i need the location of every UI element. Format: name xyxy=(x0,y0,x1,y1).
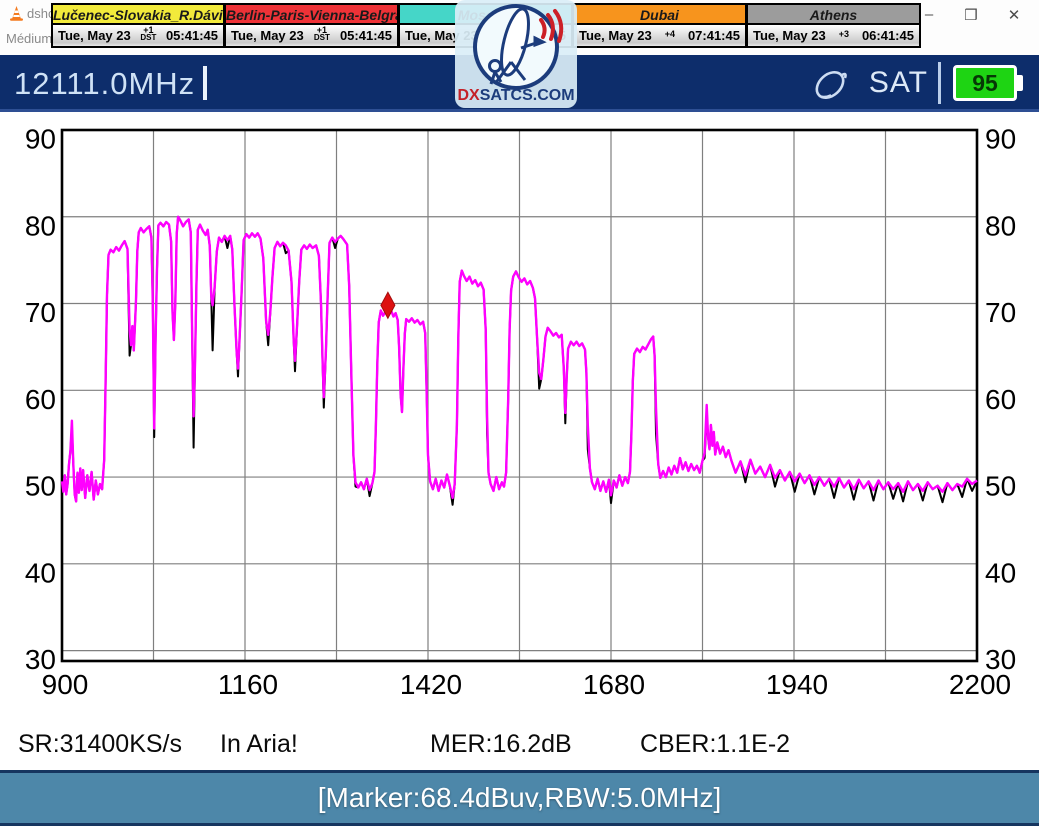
spectrum-marker[interactable] xyxy=(380,291,396,320)
y-axis-label-right: 70 xyxy=(985,297,1016,328)
clock-panel-2: Berlin-Paris-Vienna-Belgrade Tue, May 23 +… xyxy=(225,3,399,48)
sat-label: SAT xyxy=(868,66,928,99)
battery-percent: 95 xyxy=(972,69,998,96)
vlc-cone-icon xyxy=(10,6,23,21)
lock-status-text: In Aria! xyxy=(220,730,298,758)
mer-value: MER:16.2dB xyxy=(430,730,572,758)
close-button[interactable]: ✕ xyxy=(1007,7,1021,24)
logo-dish xyxy=(488,7,547,85)
plot-border xyxy=(60,128,979,663)
dxsatcs-logo: DXSATCS.COM xyxy=(455,0,577,108)
cber-value: CBER:1.1E-2 xyxy=(640,730,791,758)
clock-time: 06:41:45 xyxy=(861,28,914,43)
frequency-input[interactable]: 12111.0MHz xyxy=(14,66,208,102)
y-axis-label-right: 60 xyxy=(985,384,1016,415)
dst-label: DST xyxy=(313,33,330,42)
offset-value: +4 xyxy=(664,28,675,39)
window-title-text: dshc xyxy=(27,6,55,21)
clock-panel-5: Athens Tue, May 23 +3 06:41:45 xyxy=(747,3,921,48)
offset-value: +1 xyxy=(316,25,327,35)
y-axis-label-left: 90 xyxy=(25,124,56,155)
x-axis-label: 1680 xyxy=(583,669,645,700)
y-axis-label-left: 80 xyxy=(25,210,56,241)
battery-icon: 95 xyxy=(953,65,1017,101)
signal-status-row: SR:31400KS/s In Aria! MER:16.2dB CBER:1.… xyxy=(0,722,1039,770)
maximize-button[interactable]: ❒ xyxy=(964,7,978,24)
logo-signal-arcs xyxy=(539,9,564,43)
clock-time-row: Tue, May 23 +1 DST 05:41:45 xyxy=(226,25,397,46)
y-axis-label-left: 40 xyxy=(25,557,56,588)
battery-nub xyxy=(1017,75,1023,91)
marker-readout-text: [Marker:68.4dBuv,RBW:5.0MHz] xyxy=(317,782,722,813)
offset-value: +3 xyxy=(838,28,849,39)
clock-utc-offset: +1 DST xyxy=(140,25,157,42)
y-axis-label-left: 30 xyxy=(25,644,56,675)
frequency-value: 12111.0MHz xyxy=(14,66,196,101)
clock-utc-offset: +4 xyxy=(664,28,675,39)
clock-time: 05:41:45 xyxy=(165,28,218,43)
satellite-dish-icon xyxy=(815,70,847,100)
logo-text: DXSATCS.COM xyxy=(457,87,574,104)
clock-time-row: Tue, May 23 +1 DST 05:41:45 xyxy=(53,25,223,46)
y-axis-label-left: 60 xyxy=(25,384,56,415)
clock-date: Tue, May 23 xyxy=(579,28,652,43)
dst-label: DST xyxy=(140,33,157,42)
spectrum-plot: 90 90 80 80 70 70 60 60 50 50 40 40 30 30 900 1160 1420 1… xyxy=(0,112,1039,722)
clock-city-label: Athens xyxy=(748,5,919,25)
clock-date: Tue, May 23 xyxy=(753,28,826,43)
marker-readout-bar: [Marker:68.4dBuv,RBW:5.0MHz] xyxy=(0,770,1039,826)
text-cursor xyxy=(203,66,208,100)
y-axis-label-right: 40 xyxy=(985,557,1016,588)
header-divider xyxy=(938,62,941,104)
x-axis-label: 1940 xyxy=(766,669,828,700)
clock-panel-4: Dubai Tue, May 23 +4 07:41:45 xyxy=(573,3,747,48)
clock-utc-offset: +3 xyxy=(838,28,849,39)
y-axis-label-right: 50 xyxy=(985,471,1016,502)
y-axis-label-right: 30 xyxy=(985,644,1016,675)
x-axis-label: 900 xyxy=(42,669,89,700)
offset-value: +1 xyxy=(143,25,154,35)
y-axis-label-right: 90 xyxy=(985,124,1016,155)
clock-time-row: Tue, May 23 +4 07:41:45 xyxy=(574,25,745,46)
clock-panel-1: Lučenec-Slovakia_R.Dávid Tue, May 23 +1 DST… xyxy=(51,3,225,48)
minimize-button[interactable]: – xyxy=(924,6,934,23)
clock-time: 05:41:45 xyxy=(339,28,392,43)
clock-city-label: Berlin-Paris-Vienna-Belgrade xyxy=(226,5,397,25)
symbol-rate-value: SR:31400KS/s xyxy=(18,730,182,758)
clock-city-label: Lučenec-Slovakia_R.Dávid xyxy=(53,5,223,25)
clock-city-label: Dubai xyxy=(574,5,745,25)
x-axis-label: 1160 xyxy=(218,669,278,700)
y-axis-label-left: 70 xyxy=(25,297,56,328)
clock-date: Tue, May 23 xyxy=(58,28,131,43)
y-axis-label-right: 80 xyxy=(985,210,1016,241)
y-axis-label-left: 50 xyxy=(25,471,56,502)
clock-time: 07:41:45 xyxy=(687,28,740,43)
live-trace xyxy=(60,215,978,503)
x-axis-label: 2200 xyxy=(949,669,1011,700)
clock-time-row: Tue, May 23 +3 06:41:45 xyxy=(748,25,919,46)
clock-date: Tue, May 23 xyxy=(231,28,304,43)
clock-utc-offset: +1 DST xyxy=(313,25,330,42)
x-axis-label: 1420 xyxy=(400,669,462,700)
sat-status-group: SAT 95 xyxy=(809,61,1027,105)
menu-item-media[interactable]: Médium xyxy=(6,31,53,46)
